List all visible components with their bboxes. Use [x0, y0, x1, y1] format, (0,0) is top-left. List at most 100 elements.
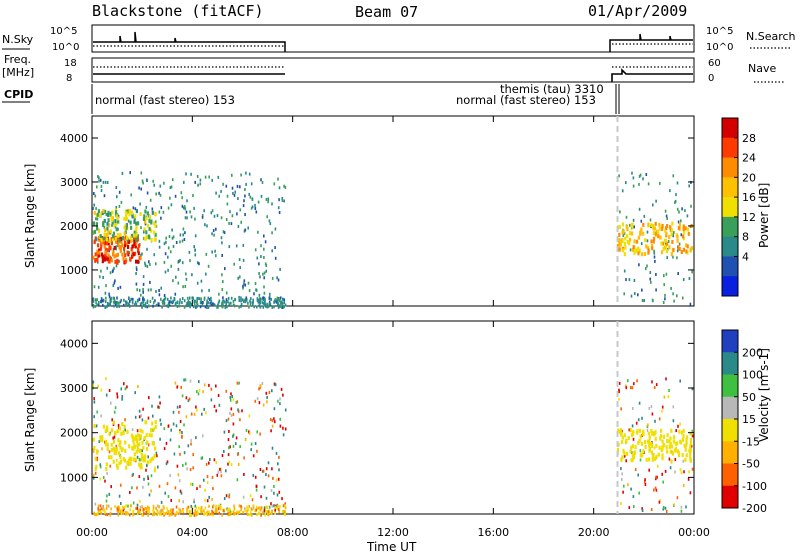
- velocity-point: [236, 381, 239, 385]
- velocity-point: [131, 428, 134, 432]
- power-point: [142, 304, 145, 307]
- power-region-point: [99, 213, 102, 218]
- velocity-region-point: [654, 430, 657, 435]
- power-point: [121, 171, 124, 175]
- velocity-point: [212, 504, 215, 508]
- velocity-region-point: [132, 446, 135, 451]
- velocity-region-point: [128, 456, 131, 461]
- velocity-point: [257, 506, 259, 510]
- power-point: [271, 231, 273, 235]
- power-point: [103, 194, 106, 198]
- power-point: [96, 303, 98, 307]
- velocity-point: [228, 446, 230, 450]
- power-point: [653, 255, 656, 259]
- power-region-point: [133, 251, 137, 256]
- velocity-point: [655, 488, 658, 492]
- velocity-point: [279, 397, 281, 401]
- velocity-region-point: [668, 439, 671, 444]
- velocity-colorbar-tick-label: -200: [742, 502, 767, 515]
- velocity-point: [172, 410, 175, 414]
- power-point: [181, 297, 184, 300]
- velocity-region-point: [648, 443, 651, 448]
- power-point: [263, 285, 265, 289]
- velocity-point: [139, 511, 142, 514]
- power-point: [189, 301, 191, 305]
- velocity-point: [276, 507, 278, 511]
- power-region-point: [664, 238, 667, 243]
- velocity-region-point: [672, 439, 675, 444]
- power-region-point: [148, 215, 152, 219]
- velocity-point: [653, 446, 656, 450]
- power-region-point: [133, 230, 136, 235]
- velocity-point: [280, 387, 283, 391]
- power-point: [663, 283, 665, 287]
- velocity-region-point: [671, 451, 674, 456]
- power-region-point: [113, 254, 116, 259]
- power-point: [691, 270, 693, 274]
- power-region-point: [652, 230, 656, 235]
- velocity-point: [247, 508, 250, 512]
- power-region-point: [646, 245, 649, 250]
- power-point: [688, 277, 691, 280]
- power-point: [621, 189, 624, 193]
- power-point: [632, 184, 635, 188]
- power-colorbar-tick-label: 8: [742, 231, 749, 244]
- power-region-point: [144, 209, 147, 214]
- velocity-point: [689, 451, 692, 455]
- power-region-point: [681, 234, 685, 239]
- power-point: [279, 267, 281, 271]
- power-point: [247, 281, 250, 285]
- velocity-point: [267, 461, 270, 465]
- velocity-region-point: [140, 465, 143, 470]
- velocity-point: [195, 513, 197, 517]
- velocity-region-point: [625, 438, 628, 443]
- power-region-point: [647, 223, 650, 228]
- velocity-point: [156, 509, 159, 513]
- power-point: [108, 295, 111, 299]
- velocity-region-point: [682, 433, 685, 438]
- power-point: [213, 233, 215, 237]
- power-region-point: [642, 231, 645, 236]
- velocity-point: [137, 385, 139, 389]
- x-axis: 00:00 04:00 08:00 12:00 16:00 20:00 00:00: [76, 526, 710, 539]
- power-region-point: [112, 250, 115, 255]
- velocity-point: [174, 486, 177, 490]
- velocity-point: [181, 435, 183, 439]
- power-point: [190, 172, 192, 176]
- velocity-point: [181, 394, 184, 398]
- velocity-ytick-label: 4000: [60, 337, 88, 350]
- power-region-point: [131, 250, 134, 255]
- velocity-point: [192, 453, 194, 457]
- power-point: [630, 294, 633, 298]
- velocity-point: [672, 405, 675, 409]
- velocity-point: [179, 489, 182, 493]
- velocity-colorbar-tick-label: 200: [742, 346, 763, 359]
- power-region-point: [643, 252, 646, 256]
- power-point: [141, 179, 144, 183]
- velocity-point: [222, 509, 225, 513]
- velocity-point: [278, 468, 280, 472]
- power-colorbar-swatch: [722, 197, 738, 218]
- velocity-point: [93, 397, 95, 401]
- power-region-point: [626, 240, 629, 244]
- velocity-point: [278, 490, 281, 494]
- power-point: [93, 285, 96, 289]
- power-point: [240, 220, 242, 224]
- power-point: [267, 305, 269, 309]
- power-point: [682, 278, 685, 281]
- velocity-point: [198, 506, 200, 510]
- power-point: [259, 305, 262, 309]
- velocity-region-point: [118, 442, 121, 447]
- power-region-point: [119, 248, 122, 253]
- velocity-region-point: [118, 426, 121, 431]
- power-point: [670, 287, 672, 290]
- power-point: [139, 202, 141, 206]
- velocity-point: [625, 386, 628, 390]
- power-point: [199, 182, 202, 186]
- velocity-region-point: [689, 444, 692, 449]
- velocity-region-point: [650, 450, 653, 455]
- velocity-point: [130, 504, 132, 508]
- velocity-point: [270, 489, 273, 492]
- power-point: [183, 180, 185, 184]
- power-region-point: [135, 237, 138, 242]
